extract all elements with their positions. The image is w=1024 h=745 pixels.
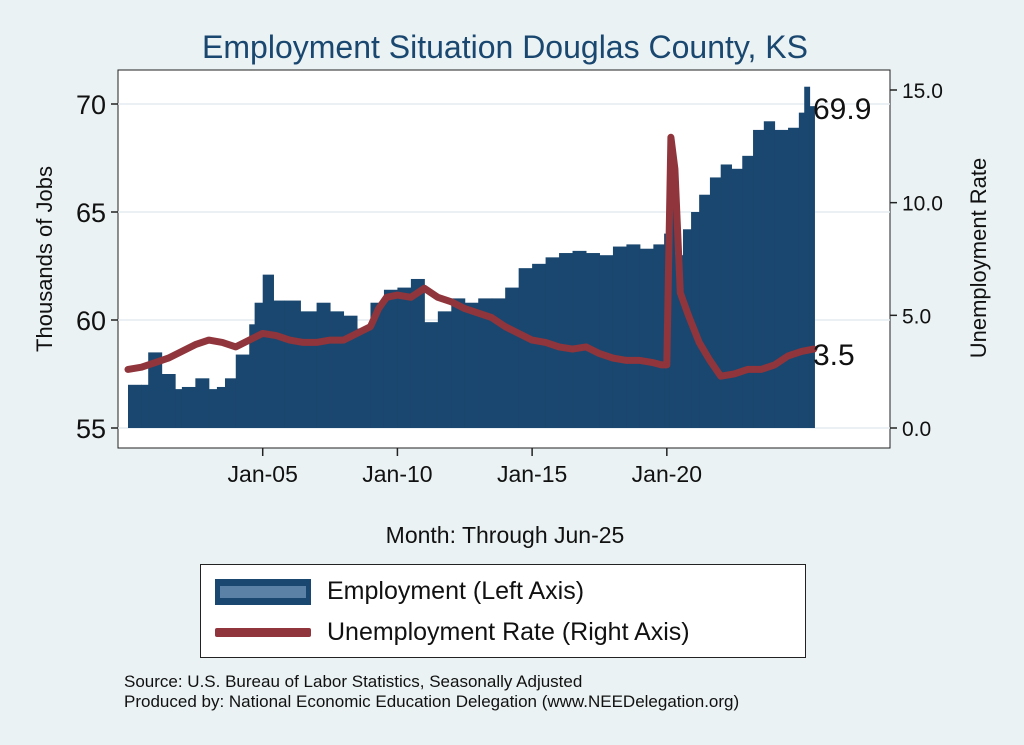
employment-bar: [424, 322, 439, 428]
employment-bar: [195, 378, 210, 428]
employment-bar: [284, 300, 301, 428]
legend-label-employment: Employment (Left Axis): [327, 577, 585, 605]
employment-bar: [699, 194, 711, 428]
employment-bar: [572, 250, 587, 428]
employment-bar: [370, 302, 385, 428]
employment-bar: [586, 253, 600, 428]
x-tick-label: Jan-10: [362, 461, 432, 487]
employment-bar: [612, 246, 627, 428]
x-axis-label: Month: Through Jun-25: [386, 522, 625, 548]
employment-bar: [626, 244, 641, 428]
y-right-tick-label: 10.0: [902, 193, 943, 216]
employment-bar: [559, 253, 574, 428]
employment-bar: [532, 263, 547, 428]
employment-bar: [141, 384, 149, 428]
employment-bar: [300, 311, 318, 428]
y-left-tick-label: 65: [76, 198, 106, 228]
legend-swatch-unemployment: [215, 628, 311, 637]
employment-bar: [653, 244, 665, 428]
employment-last-value-label: 69.9: [813, 93, 871, 126]
y-axis-right-label: Unemployment Rate: [966, 158, 991, 359]
employment-bar: [669, 160, 676, 428]
employment-bar: [682, 229, 692, 428]
legend-item-unemployment: Unemployment Rate (Right Axis): [215, 618, 690, 647]
x-tick-label: Jan-05: [228, 461, 298, 487]
employment-bar: [518, 268, 533, 428]
y-axis-left-label: Thousands of Jobs: [32, 166, 57, 352]
employment-bar: [208, 389, 218, 428]
employment-bar: [478, 298, 493, 428]
employment-bar: [224, 378, 237, 428]
employment-bar: [357, 328, 371, 428]
axes: 55 60 65 70 0.0 5.0 10.0 15.0 Jan-05 Jan-10 Jan-15…: [76, 80, 943, 487]
employment-bar: [262, 274, 274, 428]
y-right-tick-label: 15.0: [902, 80, 943, 103]
employment-bar: [674, 255, 684, 428]
employment-bar: [742, 155, 754, 428]
employment-bar: [383, 289, 398, 428]
employment-bar: [788, 127, 800, 428]
employment-bar: [813, 106, 815, 428]
employment-bar: [254, 302, 264, 428]
employment-bar: [249, 324, 256, 428]
employment-bar: [181, 386, 196, 428]
chart-title: Employment Situation Douglas County, KS: [202, 29, 808, 65]
employment-bar: [753, 129, 765, 429]
x-tick-label: Jan-15: [497, 461, 567, 487]
employment-bar: [599, 255, 614, 428]
x-tick-label: Jan-20: [632, 461, 702, 487]
employment-bar: [273, 300, 285, 428]
employment-bar: [128, 384, 142, 428]
y-left-tick-label: 55: [76, 414, 106, 444]
legend-item-employment: Employment (Left Axis): [215, 577, 584, 606]
y-right-tick-label: 0.0: [902, 418, 931, 441]
employment-bar: [798, 112, 805, 428]
employment-bar: [804, 86, 811, 428]
employment-bar: [216, 386, 226, 428]
y-left-tick-label: 70: [76, 90, 106, 120]
employment-bar: [774, 129, 789, 429]
employment-bar: [731, 168, 743, 429]
employment-bar: [410, 278, 425, 428]
employment-bar: [505, 287, 520, 428]
employment-bar: [330, 311, 345, 428]
employment-bar: [148, 352, 163, 428]
employment-bar: [161, 374, 176, 428]
y-left-tick-label: 60: [76, 306, 106, 336]
employment-bar: [464, 302, 479, 428]
employment-bars: [128, 86, 815, 429]
employment-bar: [397, 287, 412, 428]
y-right-tick-label: 5.0: [902, 305, 931, 328]
employment-bar: [691, 212, 700, 428]
source-note: Source: U.S. Bureau of Labor Statistics,…: [124, 672, 739, 712]
unemployment-line: [124, 133, 818, 380]
employment-bar: [720, 164, 732, 429]
employment-bar: [709, 177, 722, 428]
employment-bar: [235, 354, 250, 428]
produced-by-line: Produced by: National Economic Education…: [124, 692, 740, 711]
employment-bar: [316, 302, 331, 428]
employment-bar: [809, 106, 815, 428]
chart: 55 60 65 70 0.0 5.0 10.0 15.0 Jan-05 Jan-10 Jan-15…: [32, 29, 991, 548]
legend: Employment (Left Axis) Unemployment Rate…: [200, 564, 806, 658]
employment-bar: [491, 298, 506, 428]
employment-bar: [763, 121, 776, 428]
source-line: Source: U.S. Bureau of Labor Statistics,…: [124, 672, 583, 691]
unemployment-last-value-label: 3.5: [813, 339, 855, 372]
legend-swatch-employment: [215, 578, 311, 605]
employment-bar: [343, 315, 358, 428]
employment-bar: [175, 389, 183, 428]
employment-bar: [451, 298, 466, 428]
employment-bar: [639, 248, 654, 428]
employment-bar: [437, 311, 452, 428]
legend-label-unemployment: Unemployment Rate (Right Axis): [327, 618, 690, 646]
